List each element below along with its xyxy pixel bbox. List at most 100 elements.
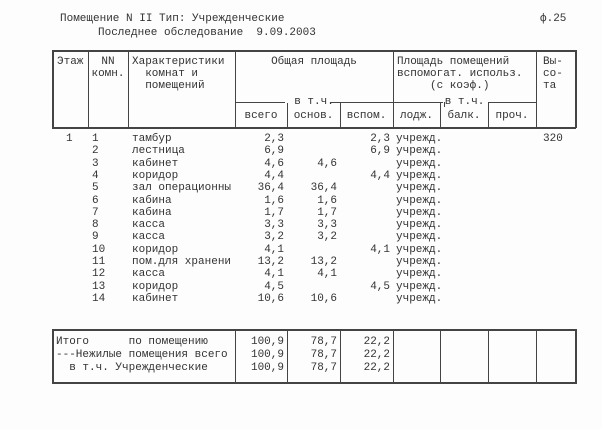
table-rule [52, 329, 54, 384]
room-type: учрежд. [396, 169, 443, 182]
room-type: учрежд. [396, 182, 443, 195]
total-all: 100,9 [250, 336, 284, 348]
area-aux: 2,3 [370, 133, 390, 145]
table-rule [287, 329, 288, 383]
table-rule [488, 102, 489, 107]
height-cell: 320 [543, 133, 563, 145]
area-all: 10,6 [257, 292, 284, 305]
totals-label: в т.ч. Учрежденческие [56, 362, 208, 374]
table-rule [393, 329, 394, 383]
col-incl-1: в т.ч. [294, 96, 334, 108]
table-rule [340, 329, 341, 383]
col-aux: вспом. [346, 110, 387, 122]
col-loggia: лодж. [399, 110, 433, 122]
room-type: учрежд. [396, 133, 443, 145]
col-incl-2: в т.ч. [444, 96, 485, 108]
col-balcony: балк. [447, 110, 481, 122]
area-aux: 4,1 [370, 243, 390, 256]
room-number: 2 [92, 145, 99, 158]
totals-label: Итого по помещению [56, 336, 208, 348]
room-name: касса [132, 231, 166, 244]
total-all: 100,9 [250, 362, 284, 374]
table-rule [488, 103, 489, 128]
area-all: 36,4 [257, 182, 284, 195]
room-number: 7 [92, 206, 99, 219]
col-aux-area: Площадь помещений вспомогат. использ. (с… [397, 56, 523, 92]
area-main: 3,3 [317, 219, 337, 232]
area-all: 4,6 [264, 157, 284, 170]
area-main: 13,2 [310, 256, 337, 268]
room-number: 8 [92, 219, 99, 232]
room-number: 13 [92, 280, 106, 293]
room-name: коридор [132, 169, 179, 182]
col-main: основ. [293, 110, 334, 122]
table-rule [235, 329, 236, 383]
room-type: учрежд. [396, 231, 443, 244]
room-number: 10 [92, 243, 106, 256]
floor-cell: 1 [66, 133, 73, 145]
room-type: учрежд. [396, 268, 443, 281]
area-main: 4,1 [317, 268, 337, 281]
room-type: учрежд. [396, 280, 443, 293]
room-name: кабина [132, 194, 172, 207]
room-name: лестница [132, 145, 185, 158]
room-number: 11 [92, 256, 106, 268]
area-aux: 4,4 [370, 169, 390, 182]
room-name: кабина [132, 206, 172, 219]
table-rule [575, 50, 577, 128]
table-rule [440, 329, 441, 383]
table-rule [235, 102, 285, 103]
table-rule [393, 102, 443, 103]
area-all: 6,9 [264, 145, 284, 158]
table-rule [88, 50, 89, 128]
table-rule [536, 329, 537, 383]
area-all: 3,3 [264, 219, 284, 232]
area-all: 13,2 [257, 256, 284, 268]
table-rule [393, 50, 394, 128]
total-aux: 22,2 [363, 349, 390, 361]
table-rule [330, 102, 398, 103]
col-floor: Этаж [57, 56, 84, 68]
room-name: коридор [132, 280, 179, 293]
area-all: 3,2 [264, 231, 284, 244]
room-type: учрежд. [396, 292, 443, 305]
room-number: 6 [92, 194, 99, 207]
area-all: 4,1 [264, 268, 284, 281]
col-desc: Характеристики комнат и помещений [132, 56, 225, 92]
area-all: 1,7 [264, 206, 284, 219]
area-main: 10,6 [310, 292, 337, 305]
room-type: учрежд. [396, 256, 443, 268]
table-rule [575, 329, 577, 384]
form-number: ф.25 [540, 13, 567, 25]
area-all: 4,1 [264, 243, 284, 256]
area-aux: 4,5 [370, 280, 390, 293]
room-number: 5 [92, 182, 99, 195]
area-main: 1,7 [317, 206, 337, 219]
room-number: 9 [92, 231, 99, 244]
col-all: всего [244, 110, 278, 122]
room-name: касса [132, 268, 166, 281]
area-main: 4,6 [317, 157, 337, 170]
room-type: учрежд. [396, 219, 443, 232]
room-name: кабинет [132, 157, 179, 170]
table-rule [128, 50, 129, 128]
area-main: 1,6 [317, 194, 337, 207]
area-all: 1,6 [264, 194, 284, 207]
survey-date: Последнее обследование 9.09.2003 [98, 27, 316, 39]
area-main: 36,4 [310, 182, 337, 195]
col-height: Вы- со- та [543, 56, 563, 92]
col-total-area: Общая площадь [271, 56, 357, 68]
table-rule [488, 329, 489, 383]
total-main: 78,7 [310, 336, 337, 348]
room-name: коридор [132, 243, 179, 256]
area-main: 3,2 [317, 231, 337, 244]
area-all: 4,5 [264, 280, 284, 293]
room-number: 4 [92, 169, 99, 182]
table-rule [52, 329, 576, 331]
table-rule [440, 103, 441, 128]
table-rule [52, 50, 54, 128]
table-rule [235, 50, 236, 128]
table-rule [287, 103, 288, 128]
room-name: зал операционны [132, 182, 232, 195]
table-rule [52, 382, 576, 384]
